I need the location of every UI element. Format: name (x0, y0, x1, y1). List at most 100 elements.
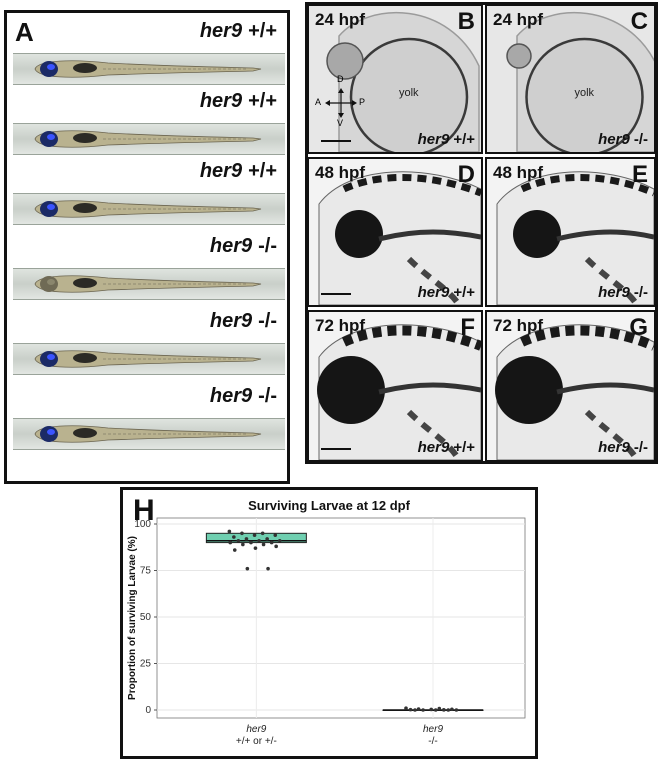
embryo-image (495, 324, 654, 460)
compass-p: P (359, 97, 366, 107)
y-tick-label: 25 (140, 659, 152, 670)
stage-label: 72 hpf (315, 316, 366, 335)
genotype-label: her9 +/+ (418, 284, 475, 301)
scale-bar (321, 448, 351, 450)
genotype-label: her9 +/+ (200, 90, 277, 113)
larva-image (34, 60, 262, 78)
panel-letter: E (631, 161, 648, 188)
stage-label: 72 hpf (493, 316, 544, 335)
x-tick-label-genotype: +/+ or +/- (236, 736, 277, 747)
data-point (245, 566, 250, 571)
data-point (266, 566, 270, 571)
larva-image-strip (13, 53, 285, 85)
y-tick-label: 100 (134, 519, 151, 530)
x-tick-label-genotype: -/- (428, 736, 437, 747)
data-point (241, 542, 245, 547)
gene-name: her9 (598, 439, 630, 456)
gene-name: her9 (417, 131, 450, 148)
allele-suffix: -/- (258, 385, 277, 407)
genotype-label: her9 +/+ (200, 20, 277, 43)
stage-label: 24 hpf (315, 10, 366, 29)
data-point (421, 708, 425, 712)
allele-suffix: +/+ (248, 90, 277, 112)
data-point (277, 538, 282, 543)
genotype-label: her9 -/- (598, 131, 648, 148)
plot-area (156, 517, 526, 719)
larva-image-strip (13, 123, 285, 155)
allele-suffix: +/+ (453, 284, 475, 301)
data-point (261, 542, 266, 547)
scale-bar (321, 293, 351, 295)
y-tick-label: 75 (140, 566, 152, 577)
embryo-image (326, 11, 480, 152)
data-point (442, 708, 446, 712)
gene-name: her9 (209, 235, 253, 257)
data-point (413, 708, 417, 712)
compass-a: A (315, 97, 322, 107)
allele-suffix: +/+ (453, 439, 475, 456)
gene-name: her9 (199, 160, 243, 182)
data-point (227, 529, 232, 534)
data-point (450, 707, 454, 712)
larva-image (34, 275, 262, 293)
data-point (429, 707, 434, 712)
data-point (228, 540, 233, 545)
allele-suffix: -/- (633, 284, 648, 301)
gene-name: her9 (417, 439, 450, 456)
panel-letter: B (457, 8, 475, 35)
panel-letter: D (457, 161, 475, 188)
data-point (260, 531, 265, 536)
data-point (253, 546, 258, 550)
genotype-label: her9 +/+ (418, 439, 475, 456)
yolk-label: yolk (399, 87, 419, 99)
genotype-label: her9 -/- (210, 385, 277, 408)
gene-name: her9 (598, 284, 630, 301)
data-point (446, 708, 451, 712)
data-point (269, 540, 274, 545)
scale-bar (321, 140, 351, 142)
gene-name: her9 (209, 385, 253, 407)
compass-arrows (325, 88, 357, 118)
allele-suffix: -/- (633, 439, 648, 456)
data-point (433, 708, 438, 712)
data-point (249, 540, 253, 545)
gene-name: her9 (209, 310, 253, 332)
embryo-image (318, 171, 481, 305)
genotype-label: her9 +/+ (200, 160, 277, 183)
genotype-label: her9 -/- (210, 310, 277, 333)
panel-letter: F (460, 314, 475, 341)
data-point (240, 531, 244, 536)
y-tick-label: 0 (145, 705, 151, 716)
stage-label: 48 hpf (315, 163, 366, 182)
y-axis-label: Proportion of surviving Larvae (%) (127, 536, 138, 700)
data-point (265, 537, 269, 541)
data-point (274, 544, 278, 549)
data-point (454, 708, 459, 712)
box-body (205, 532, 307, 544)
panel-letter: G (629, 314, 648, 341)
genotype-label: her9 -/- (598, 439, 648, 456)
stage-label: 48 hpf (493, 163, 544, 182)
panel-h: H Surviving Larvae at 12 dpf 0 25 50 75 100 h… (120, 487, 538, 759)
compass-v: V (337, 118, 344, 128)
embryo-image (317, 324, 481, 460)
data-point (232, 535, 236, 539)
data-point (408, 707, 413, 712)
data-point (252, 533, 257, 537)
chart-title: Surviving Larvae at 12 dpf (248, 498, 410, 513)
allele-suffix: -/- (258, 310, 277, 332)
larva-image-strip (13, 418, 285, 450)
allele-suffix: +/+ (248, 160, 277, 182)
panel-letter: H (133, 494, 155, 527)
compass-d: D (337, 74, 344, 84)
larva-image (34, 200, 262, 218)
data-point (404, 706, 408, 710)
axis-compass: D V A P (315, 74, 365, 128)
data-point (244, 537, 249, 541)
panel-letter: A (15, 17, 34, 47)
